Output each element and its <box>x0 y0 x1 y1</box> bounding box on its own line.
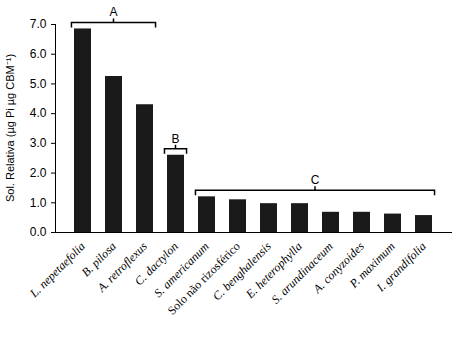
svg-text:E. heterophylla: E. heterophylla <box>242 239 305 302</box>
svg-text:A. retroflexus: A. retroflexus <box>94 239 150 295</box>
svg-text:5.0: 5.0 <box>30 77 47 91</box>
svg-text:S. americanum: S. americanum <box>151 239 212 301</box>
svg-text:L. nepetaefolia: L. nepetaefolia <box>27 239 88 301</box>
svg-text:B: B <box>171 132 179 146</box>
svg-text:7.0: 7.0 <box>30 17 47 31</box>
svg-text:3.0: 3.0 <box>30 136 47 150</box>
svg-text:6.0: 6.0 <box>30 47 47 61</box>
svg-text:C: C <box>311 173 320 187</box>
svg-text:I. grandifolia: I. grandifolia <box>373 239 429 295</box>
svg-text:2.0: 2.0 <box>30 166 47 180</box>
svg-text:A: A <box>109 5 117 19</box>
svg-text:A. conyzoides: A. conyzoides <box>310 239 367 296</box>
svg-text:Solo não rizosférico: Solo não rizosférico <box>164 239 243 318</box>
svg-text:S. arundinaceum: S. arundinaceum <box>268 239 336 307</box>
svg-text:4.0: 4.0 <box>30 106 47 120</box>
svg-text:0.0: 0.0 <box>30 225 47 239</box>
svg-text:1.0: 1.0 <box>30 196 47 210</box>
svg-text:C. benghalensis: C. benghalensis <box>209 239 274 304</box>
svg-text:C. dactylon: C. dactylon <box>131 239 181 289</box>
svg-text:P. maximum: P. maximum <box>346 239 398 291</box>
svg-text:B. pilosa: B. pilosa <box>78 239 119 280</box>
svg-text:Sol. Relativa (µg Pi µg CBM⁻¹): Sol. Relativa (µg Pi µg CBM⁻¹) <box>4 54 16 202</box>
